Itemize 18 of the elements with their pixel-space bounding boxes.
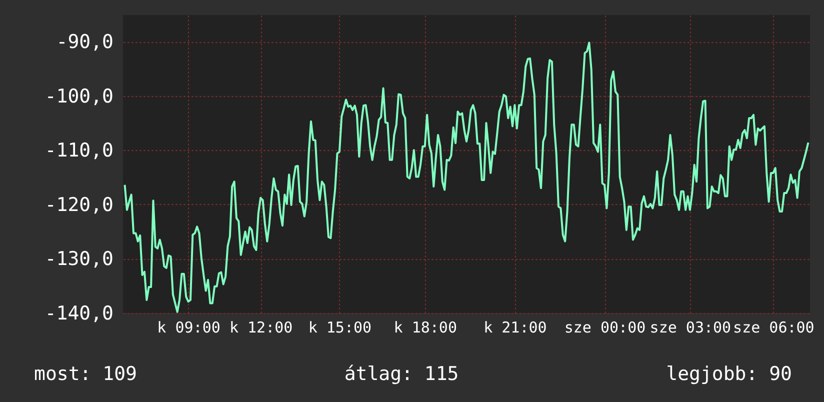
x-tick-label: sze 06:00 <box>733 318 814 336</box>
y-tick-label: -110,0 <box>44 140 114 162</box>
y-tick-label: -90,0 <box>56 31 114 54</box>
x-tick-label: sze 00:00 <box>564 318 646 336</box>
x-tick-label: k 15:00 <box>308 318 372 336</box>
x-tick-label: k 09:00 <box>157 318 220 336</box>
y-tick-label: -100,0 <box>44 85 114 108</box>
y-tick-label: -120,0 <box>44 194 114 216</box>
text: átlag: 115 <box>344 363 459 385</box>
x-tick-label: k 21:00 <box>484 318 547 336</box>
text: legjobb: 90 <box>666 363 792 385</box>
text: most: 109 <box>34 363 137 385</box>
y-tick-label: -140,0 <box>44 302 114 324</box>
line-series <box>124 42 810 313</box>
x-tick-label: sze 03:00 <box>650 318 732 336</box>
x-tick-label: k 12:00 <box>229 318 293 336</box>
y-tick-label: -130,0 <box>44 248 114 270</box>
x-tick-label: k 18:00 <box>394 318 457 336</box>
